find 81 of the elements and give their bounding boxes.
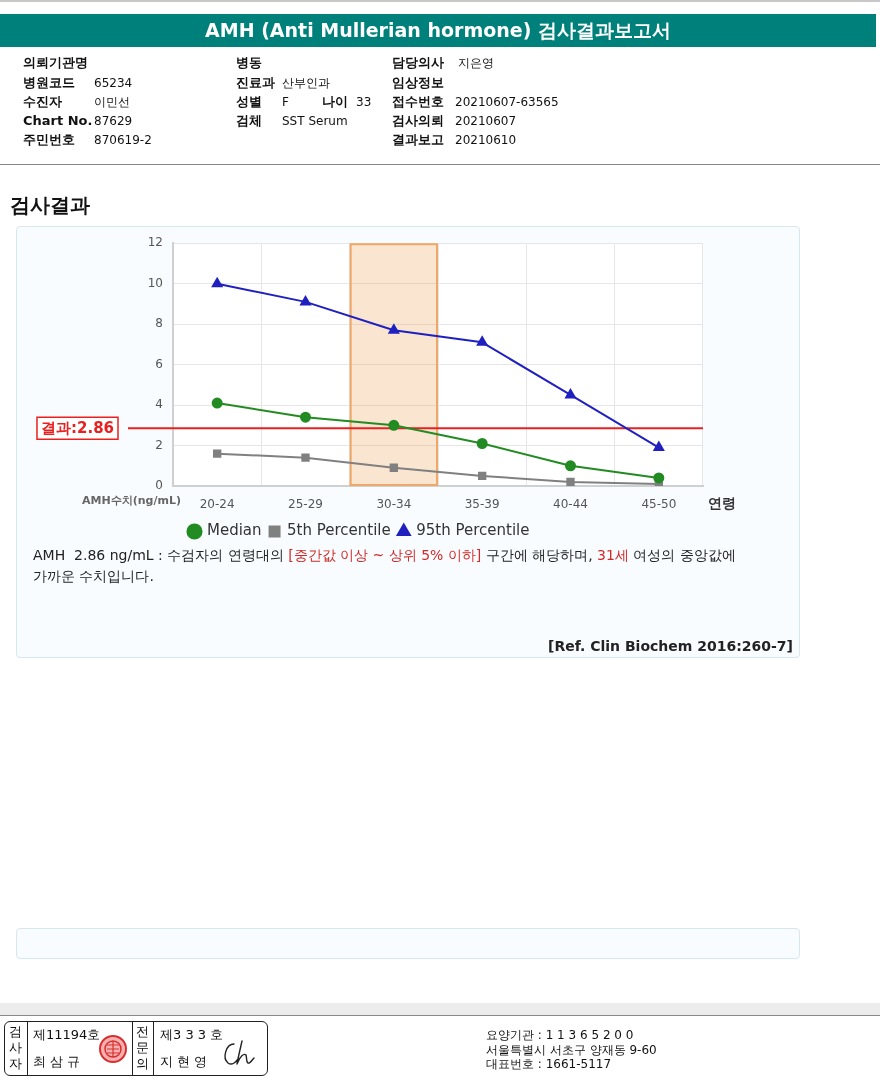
point [300,411,311,423]
text: 20210610 [455,132,517,149]
x-tick-label: 30-34 [376,497,412,512]
text: 검사의뢰 [392,112,444,130]
point [477,471,487,481]
text: 나이 [322,93,348,111]
point [389,463,399,472]
text: 가까운 수치입니다. [33,567,154,586]
text: 87629 [94,113,133,130]
text: 결과보고 [392,131,444,149]
text: 병원코드 [23,74,75,92]
text: 최 삼 규 [33,1054,81,1070]
text: 지 현 영 [160,1054,208,1070]
point [388,419,400,431]
point [212,449,222,458]
text: AMH 2.86 ng/mL : 수검자의 연령대의 [33,547,285,563]
text: 여성의 중앙값에 [632,547,736,563]
point [388,324,400,334]
y-tick-label: 0 [155,478,163,493]
text: 성별 [236,93,262,111]
text: [Ref. Clin Biochem 2016:260-7] [547,637,793,656]
text: 의뢰기관명 [23,54,88,72]
point [653,472,665,484]
y-tick-label: 6 [155,356,163,371]
text: 수진자 [23,93,62,111]
y-tick-label: 10 [147,275,163,290]
legend-label: 95th Percentile [416,521,530,540]
text: 접수번호 [392,93,444,111]
point [566,477,575,486]
text: 870619-2 [94,132,152,149]
text: 임상정보 [392,74,444,92]
text: 대표번호 : 1661-5117 [486,1057,612,1071]
point [476,438,488,450]
y-tick-label: 8 [155,316,163,331]
text: 20210607 [455,113,517,130]
text: 33 [356,94,372,111]
ref-line-label: 결과:2.86 [40,419,115,438]
text: 이민선 [94,94,130,111]
text: 제11194호 [33,1027,101,1043]
text: 담당의사 [392,54,444,72]
x-tick-label: 45-50 [641,497,677,512]
point [476,336,488,346]
point [211,277,223,288]
text: 산부인과 [282,75,330,92]
y-tick-label: 12 [147,235,163,250]
text: 전문의 [136,1024,150,1072]
text: 31세 [597,547,629,563]
text: [중간값 이상 ~ 상위 5% 이하] [288,547,482,563]
point [301,453,310,462]
text: 요양기관 : 1 1 3 6 5 2 0 0 [486,1028,634,1042]
legend-label: 5th Percentile [287,521,391,540]
text: 65234 [94,75,133,92]
text: 서울특별시 서초구 양재동 9-60 [486,1043,657,1057]
point [565,388,576,399]
text: 구간에 해당하며, [484,547,594,563]
x-tick-label: 40-44 [553,497,588,512]
chart-title: AMH (Anti Mullerian hormone) 검사결과보고서 [205,19,671,41]
y-tick-label: 4 [155,397,163,412]
point [653,441,665,452]
text: Chart No. [23,112,93,130]
point [300,295,311,306]
text: F [282,94,289,111]
x-tick-label: 25-29 [288,497,323,512]
point [211,397,223,409]
legend-label: Median [207,521,262,540]
text: 검사자 [9,1024,23,1072]
text: 검체 [236,112,262,130]
text: 주민번호 [23,131,75,149]
chart-subtitle: 검사결과 [10,192,90,219]
x-tick-label: 35-39 [464,497,500,512]
y-tick-label: 2 [155,437,163,452]
text: 20210607-63565 [455,94,559,111]
text: 제3 3 3 호 [160,1027,224,1043]
text: 병동 [236,54,262,72]
text: 진료과 [236,74,275,92]
text: SST Serum [282,113,348,130]
text: 지은영 [458,55,494,72]
x-axis-title: 연령 [708,494,736,511]
y-axis-title: AMH수치(ng/mL) [82,493,181,507]
x-tick-label: 20-24 [199,497,235,512]
point [565,460,576,472]
